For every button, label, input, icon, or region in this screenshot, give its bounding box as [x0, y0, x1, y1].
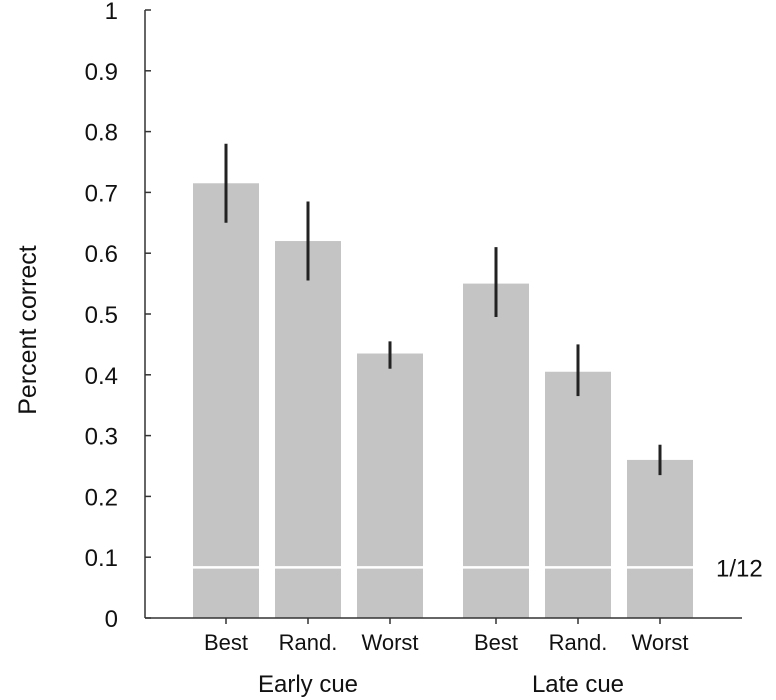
bars: 1/12 [193, 143, 763, 619]
y-tick-label: 0.6 [85, 241, 118, 268]
x-tick-label: Rand. [279, 630, 338, 655]
reference-line-label: 1/12 [716, 555, 763, 582]
group-label: Late cue [532, 671, 624, 698]
y-tick-label: 0.5 [85, 302, 118, 329]
bar [357, 353, 423, 618]
bar [193, 183, 259, 618]
bar [627, 459, 693, 618]
x-tick-label: Best [204, 630, 248, 655]
x-tick-label: Worst [631, 630, 688, 655]
y-axis-label: Percent correct [14, 245, 42, 415]
y-tick-label: 0.9 [85, 59, 118, 86]
x-tick-label: Rand. [549, 630, 608, 655]
y-tick-label: 0.2 [85, 484, 118, 511]
y-tick-label: 0.3 [85, 424, 118, 451]
y-tick-label: 0.1 [85, 545, 118, 572]
group-label: Early cue [258, 671, 358, 698]
y-tick-label: 0.8 [85, 120, 118, 147]
y-tick-label: 1 [105, 0, 118, 25]
y-tick-label: 0.7 [85, 180, 118, 207]
y-tick-label: 0 [105, 606, 118, 633]
x-tick-label: Best [474, 630, 518, 655]
x-tick-label: Worst [361, 630, 418, 655]
bar [275, 241, 341, 619]
y-tick-label: 0.4 [85, 363, 118, 390]
y-axis: 0 0.1 0.2 0.3 0.4 0.5 0.6 0.7 0.8 0.9 1 [85, 0, 151, 633]
bar [545, 371, 611, 618]
bar [463, 283, 529, 618]
